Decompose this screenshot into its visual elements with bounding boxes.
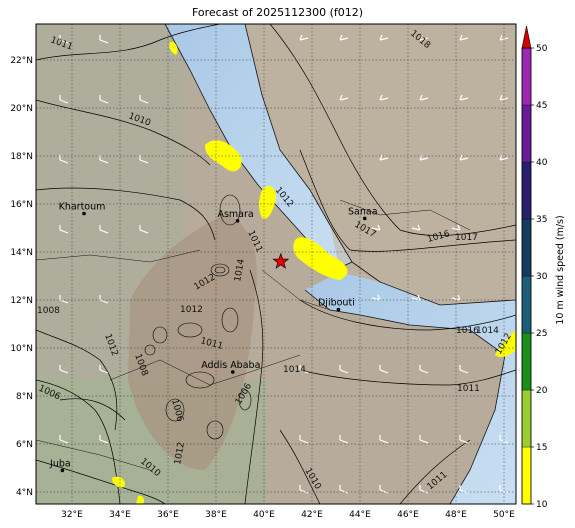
- city-markers: Khartoum Asmara Sanaa Djibouti Addis Ababa Ju…: [49, 202, 378, 473]
- colorbar-extend-arrow: [521, 25, 532, 49]
- lat-tick-label: 22°N: [10, 56, 33, 66]
- map-frame: [35, 23, 517, 505]
- isobar-label: 1014: [283, 365, 306, 375]
- map-title: Forecast of 2025112300 (f012): [191, 6, 364, 19]
- city-label: Juba: [49, 458, 71, 469]
- colorbar-band: [521, 218, 532, 277]
- colorbar-label-box: 10 m wind speed (m/s): [555, 215, 566, 324]
- colorbar-tick-label: 40: [536, 158, 548, 168]
- lon-tick-label: 38°E: [205, 510, 227, 520]
- city-dot: [235, 219, 240, 223]
- lon-tick-label: 50°E: [493, 510, 515, 520]
- map-body: 1011 1010 1018 1012 1011 1017 1016 1017 …: [36, 24, 516, 504]
- wind-barbs: [59, 34, 509, 494]
- colorbar-tick-label: 30: [536, 272, 548, 282]
- lat-tick-label: 8°N: [16, 392, 33, 402]
- lon-tick-label: 40°E: [253, 510, 275, 520]
- city-dot: [231, 370, 235, 374]
- colorbar-tick-label: 10: [536, 500, 548, 510]
- terrain-contours: [144, 194, 252, 440]
- lat-tick-label: 12°N: [10, 296, 33, 306]
- isobar-label: 1014: [233, 258, 247, 283]
- lon-tick-label: 34°E: [109, 510, 131, 520]
- colorbar-band: [521, 275, 532, 334]
- lon-tick-label: 48°E: [445, 510, 467, 520]
- lat-tick-label: 4°N: [16, 488, 33, 498]
- lon-tick-labels: 32°E 34°E 36°E 38°E 40°E 42°E 44°E 46°E 48°E 50°E: [61, 510, 515, 520]
- colorbar-band: [521, 104, 532, 163]
- lat-tick-label: 20°N: [10, 104, 33, 114]
- city-dot: [82, 211, 86, 216]
- isobars: [36, 24, 516, 504]
- lon-tick-label: 42°E: [301, 510, 323, 520]
- city-label: Asmara: [217, 209, 253, 220]
- lat-tick-label: 16°N: [10, 200, 33, 210]
- city-label: Sanaa: [348, 206, 378, 217]
- city-label: Khartoum: [59, 202, 106, 213]
- colorbar-band: [521, 332, 532, 391]
- city-dot: [336, 307, 341, 312]
- isobar-label: 1012: [173, 441, 187, 465]
- lon-tick-label: 44°E: [349, 510, 371, 520]
- colorbar-tick-label: 20: [536, 386, 548, 396]
- gulf-of-aden: [305, 272, 516, 504]
- colorbar-tick-label: 15: [536, 443, 547, 453]
- map-gridlines: [36, 24, 516, 504]
- colorbar-tick-label: 45: [536, 101, 547, 111]
- city-dot: [363, 216, 367, 221]
- wind-speed-fill: [112, 41, 516, 504]
- lon-tick-label: 36°E: [157, 510, 179, 520]
- lat-tick-labels: 4°N 6°N 8°N 10°N 12°N 14°N 16°N 18°N 20°N 22°N: [10, 56, 33, 498]
- star-marker-icon: [272, 252, 290, 269]
- colorbar-label: 10 m wind speed (m/s): [555, 215, 566, 324]
- city-dot: [60, 468, 65, 473]
- isobar-label: 1016: [456, 326, 479, 336]
- isobar-label: 1017: [455, 233, 478, 243]
- isobar-label: 1014: [476, 326, 499, 336]
- lat-tick-label: 10°N: [10, 344, 33, 354]
- colorbar-tick-label: 25: [536, 329, 547, 339]
- isobar-label: 1012: [180, 305, 203, 315]
- lon-tick-label: 32°E: [61, 510, 83, 520]
- city-label: Addis Ababa: [201, 360, 260, 371]
- isobar-label: 1011: [457, 384, 480, 394]
- isobar-label: 1008: [37, 306, 60, 316]
- lat-tick-label: 14°N: [10, 248, 33, 258]
- colorbar: 10 15 20 25 30 35 40 45 50: [521, 25, 548, 510]
- lat-tick-label: 6°N: [16, 440, 33, 450]
- colorbar-band: [521, 446, 532, 505]
- colorbar-band: [521, 47, 532, 106]
- city-label: Djibouti: [318, 298, 355, 309]
- colorbar-band: [521, 161, 532, 220]
- colorbar-tick-label: 35: [536, 215, 547, 225]
- lat-tick-label: 18°N: [10, 152, 33, 162]
- colorbar-band: [521, 389, 532, 448]
- lon-tick-label: 46°E: [397, 510, 419, 520]
- colorbar-tick-label: 50: [536, 44, 548, 54]
- red-sea: [165, 24, 352, 270]
